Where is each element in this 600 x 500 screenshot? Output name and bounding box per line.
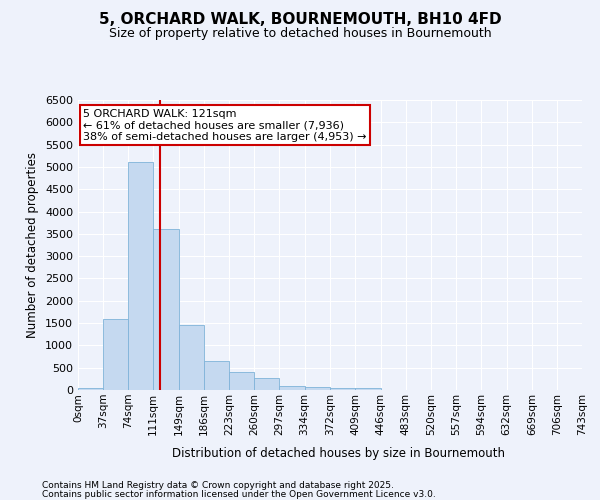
Bar xyxy=(331,388,355,390)
Text: 5, ORCHARD WALK, BOURNEMOUTH, BH10 4FD: 5, ORCHARD WALK, BOURNEMOUTH, BH10 4FD xyxy=(98,12,502,28)
Bar xyxy=(78,388,103,390)
Bar xyxy=(229,372,254,390)
Text: Contains public sector information licensed under the Open Government Licence v3: Contains public sector information licen… xyxy=(42,490,436,499)
Bar xyxy=(204,361,229,390)
Bar xyxy=(128,162,153,390)
Text: Contains HM Land Registry data © Crown copyright and database right 2025.: Contains HM Land Registry data © Crown c… xyxy=(42,481,394,490)
Text: 5 ORCHARD WALK: 121sqm
← 61% of detached houses are smaller (7,936)
38% of semi-: 5 ORCHARD WALK: 121sqm ← 61% of detached… xyxy=(83,108,367,142)
Bar xyxy=(305,387,331,390)
Y-axis label: Number of detached properties: Number of detached properties xyxy=(26,152,40,338)
Text: Distribution of detached houses by size in Bournemouth: Distribution of detached houses by size … xyxy=(172,448,505,460)
Bar xyxy=(355,388,380,390)
Bar xyxy=(179,326,204,390)
Bar xyxy=(153,230,179,390)
Bar xyxy=(280,386,305,390)
Bar xyxy=(103,318,128,390)
Bar xyxy=(254,378,280,390)
Text: Size of property relative to detached houses in Bournemouth: Size of property relative to detached ho… xyxy=(109,28,491,40)
